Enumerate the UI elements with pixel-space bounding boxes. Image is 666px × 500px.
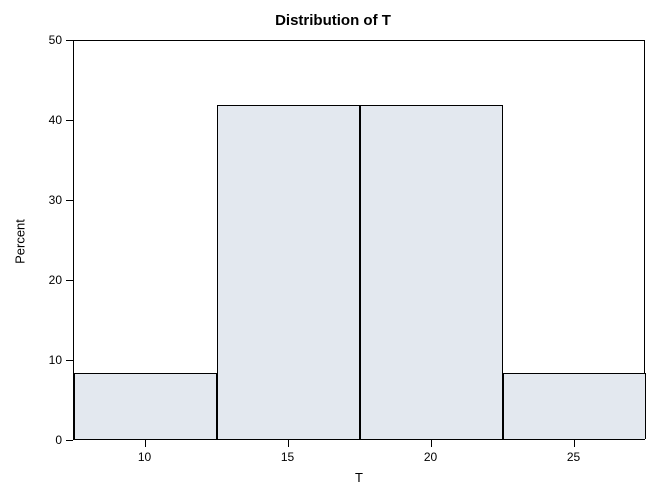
y-tick-label: 0 [32, 433, 62, 447]
x-tick-mark [145, 440, 146, 447]
x-tick-mark [574, 440, 575, 447]
y-axis-label: Percent [13, 191, 28, 291]
x-tick-label: 20 [411, 450, 451, 464]
x-tick-mark [288, 440, 289, 447]
x-tick-mark [431, 440, 432, 447]
x-axis-label: T [309, 470, 409, 485]
histogram-bar [503, 373, 646, 439]
histogram-bar [74, 373, 217, 439]
y-tick-mark [66, 200, 73, 201]
y-tick-label: 20 [32, 273, 62, 287]
y-tick-label: 40 [32, 113, 62, 127]
x-tick-label: 10 [125, 450, 165, 464]
x-tick-label: 15 [268, 450, 308, 464]
plot-area [73, 40, 645, 440]
y-tick-mark [66, 280, 73, 281]
histogram-bar [217, 105, 360, 439]
x-tick-label: 25 [554, 450, 594, 464]
y-tick-label: 30 [32, 193, 62, 207]
y-tick-mark [66, 360, 73, 361]
y-tick-mark [66, 120, 73, 121]
chart-title: Distribution of T [0, 12, 666, 29]
y-tick-label: 10 [32, 353, 62, 367]
y-tick-mark [66, 440, 73, 441]
y-tick-label: 50 [32, 33, 62, 47]
histogram-bar [360, 105, 503, 439]
histogram-chart: Distribution of T Percent T 0 10 20 30 40 50 1… [0, 0, 666, 500]
y-tick-mark [66, 40, 73, 41]
